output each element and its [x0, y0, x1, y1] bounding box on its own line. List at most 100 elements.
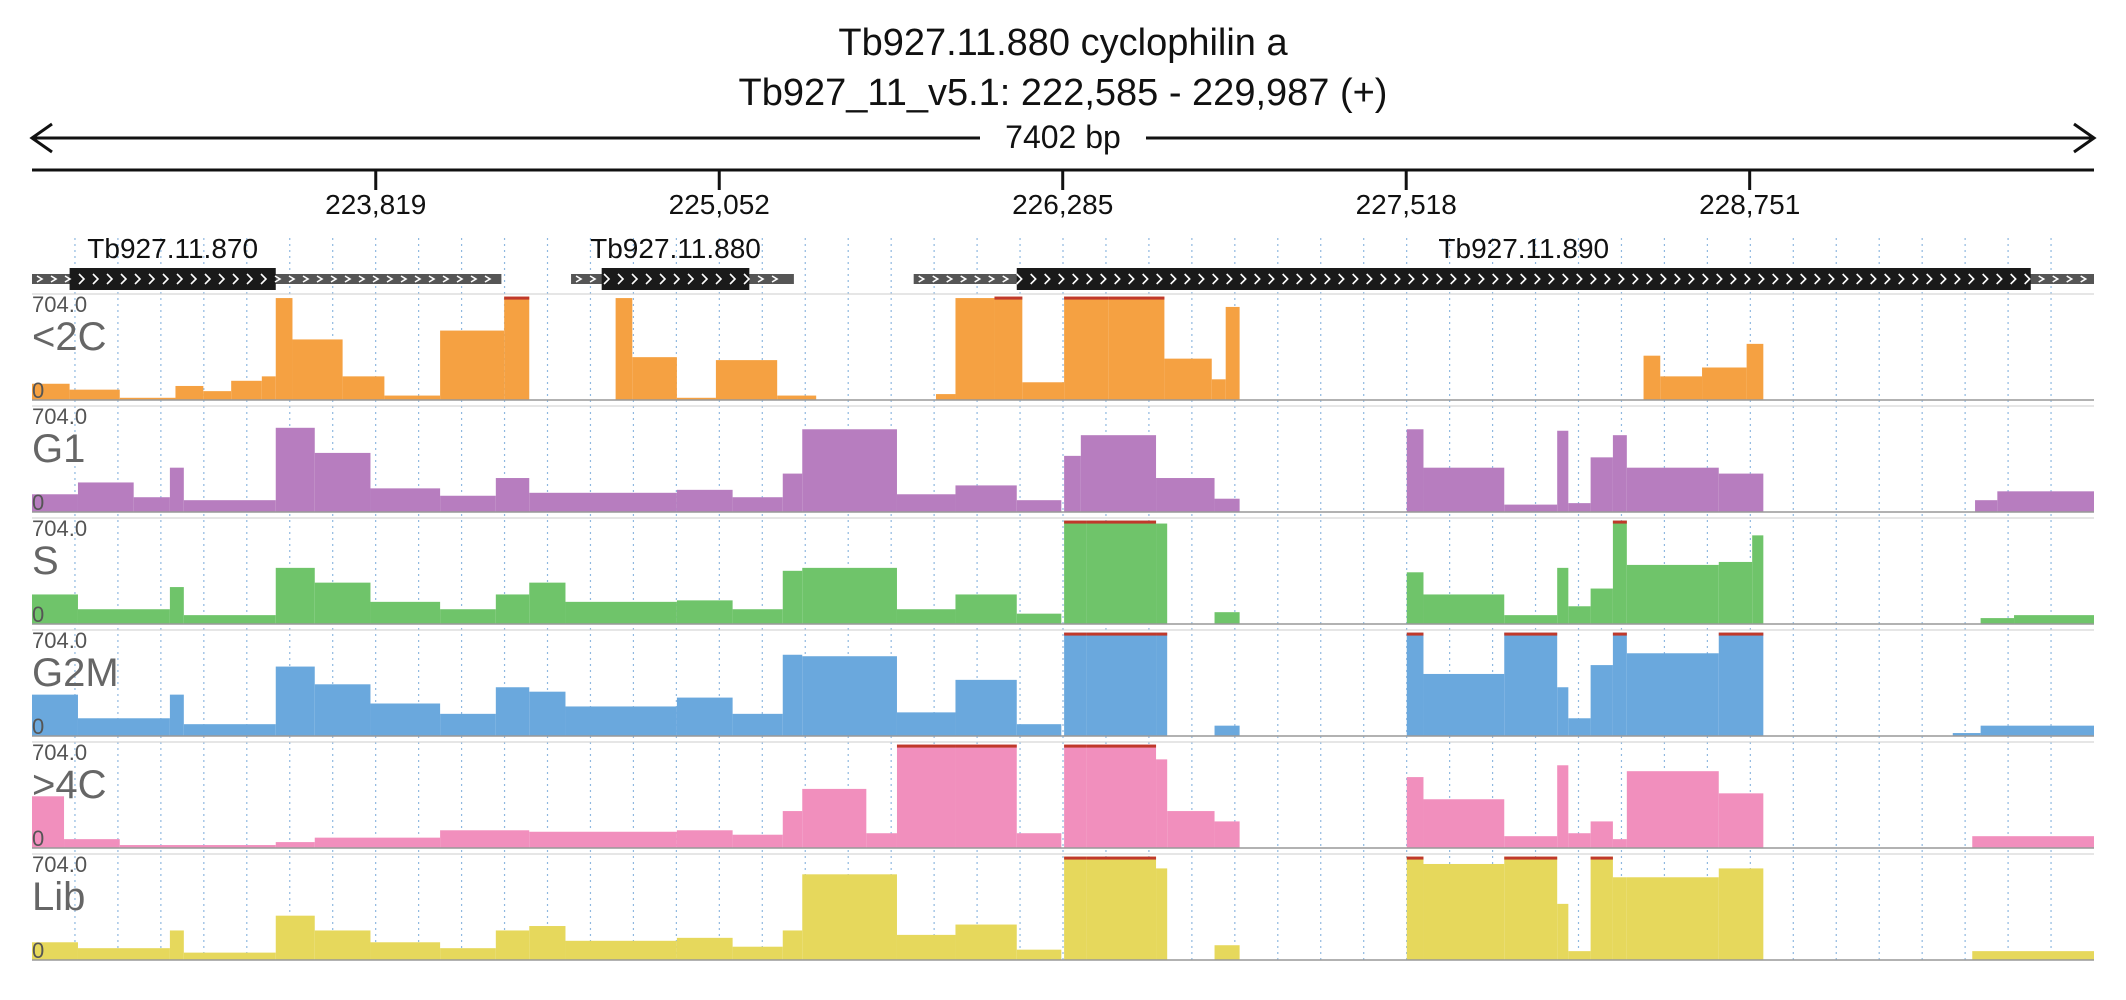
strand-chevron — [1800, 273, 1807, 285]
strand-chevron — [645, 273, 653, 285]
coverage-bar — [1702, 367, 1747, 400]
strand-chevron — [1912, 273, 1919, 285]
coverage-bar — [1423, 799, 1505, 848]
coverage-bar — [342, 376, 385, 400]
strand-chevron — [106, 273, 114, 285]
strand-chevron — [204, 273, 212, 285]
coverage-bar — [1423, 863, 1505, 960]
coverage-bar — [1064, 455, 1081, 512]
strand-chevron — [2066, 275, 2074, 283]
coverage-bar — [1080, 435, 1157, 512]
coverage-bar — [440, 330, 505, 400]
coverage-bar — [802, 656, 897, 736]
coverage-bar — [896, 934, 956, 960]
coverage-bar — [1214, 821, 1240, 848]
coverage-bar — [440, 713, 496, 736]
coverage-tracks: 704.0<2C0704.0G10704.0S0704.0G2M0704.0>4… — [32, 292, 2094, 963]
strand-chevron — [1086, 273, 1093, 285]
strand-chevron — [1870, 273, 1877, 285]
strand-chevron — [946, 275, 954, 283]
coverage-bar — [529, 582, 566, 624]
coverage-bar — [676, 830, 733, 848]
gene-track: Tb927.11.870 Tb927.11.880 Tb927.11.890 — [32, 233, 2094, 290]
strand-chevron — [932, 275, 940, 283]
coverage-bar — [1423, 467, 1505, 512]
coverage-bar — [955, 298, 995, 400]
strand-chevron — [988, 275, 996, 283]
strand-chevron — [176, 273, 184, 285]
coverage-bar — [275, 915, 315, 960]
title-block: Tb927.11.880 cyclophilin a Tb927_11_v5.1… — [0, 18, 2126, 118]
strand-chevron — [729, 273, 737, 285]
strand-chevron — [974, 275, 982, 283]
clip-marker — [1504, 856, 1558, 860]
strand-chevron — [1954, 273, 1961, 285]
strand-chevron — [470, 275, 478, 283]
clip-marker — [1406, 856, 1424, 860]
strand-chevron — [1856, 273, 1863, 285]
coverage-bar — [1423, 673, 1505, 736]
coverage-bar — [440, 495, 496, 512]
coverage-bar — [1718, 793, 1764, 848]
coverage-bar — [1064, 856, 1087, 960]
coverage-bar — [64, 839, 120, 848]
coverage-bar — [275, 298, 293, 400]
coverage-bar — [1086, 632, 1157, 736]
strand-chevron — [232, 273, 240, 285]
strand-chevron — [1464, 273, 1471, 285]
strand-chevron — [50, 275, 58, 283]
coverage-bar — [782, 654, 803, 736]
coverage-bar — [1568, 606, 1591, 624]
strand-chevron — [1590, 273, 1597, 285]
strand-chevron — [1422, 273, 1429, 285]
strand-chevron — [1772, 273, 1779, 285]
strand-chevron — [1632, 273, 1639, 285]
track-name: G1 — [32, 427, 85, 471]
coverage-bar — [1590, 821, 1613, 848]
strand-chevron — [1212, 273, 1219, 285]
strand-chevron — [701, 273, 709, 285]
strand-chevron — [631, 273, 639, 285]
clip-marker — [1064, 856, 1087, 860]
span-arrow: 7402 bp — [29, 119, 2097, 156]
strand-chevron — [1184, 273, 1191, 285]
strand-chevron — [456, 275, 464, 283]
coverage-track: 704.0>4C 0 — [32, 740, 2094, 851]
coverage-bar — [1504, 836, 1558, 848]
strand-chevron — [687, 273, 695, 285]
strand-chevron — [78, 273, 86, 285]
clip-marker — [1086, 520, 1157, 524]
coverage-bar — [1557, 430, 1569, 512]
strand-chevron — [1646, 273, 1653, 285]
coverage-bar — [183, 952, 276, 960]
coverage-bar — [676, 600, 733, 624]
coverage-bar — [896, 609, 956, 624]
track-zero-label: 0 — [32, 938, 44, 963]
ruler-tick-label: 228,751 — [1699, 189, 1800, 220]
coverage-bar — [615, 298, 633, 400]
strand-chevron — [190, 273, 198, 285]
coverage-bar — [32, 383, 70, 400]
gene-title: Tb927.11.880 cyclophilin a — [838, 22, 1288, 64]
coverage-bar — [119, 397, 176, 400]
coverage-bar — [1590, 457, 1613, 512]
coverage-bar — [495, 930, 530, 960]
coverage-bar — [1746, 343, 1764, 400]
strand-chevron — [2052, 275, 2060, 283]
coverage-bar — [955, 679, 1017, 736]
coverage-bar — [1568, 833, 1591, 848]
coverage-bar — [1626, 771, 1719, 848]
coverage-bar — [994, 296, 1023, 400]
coverage-bar — [1164, 358, 1212, 400]
coverage-bar — [1086, 520, 1157, 624]
strand-chevron — [288, 275, 296, 283]
coverage-bar — [715, 360, 778, 400]
strand-chevron — [1828, 273, 1835, 285]
coverage-bar — [1568, 503, 1591, 512]
coverage-bar — [732, 609, 783, 624]
coverage-bar — [2014, 615, 2094, 624]
coverage-bar — [1972, 836, 2094, 848]
coverage-bar — [1568, 718, 1591, 736]
strand-chevron — [1674, 273, 1681, 285]
